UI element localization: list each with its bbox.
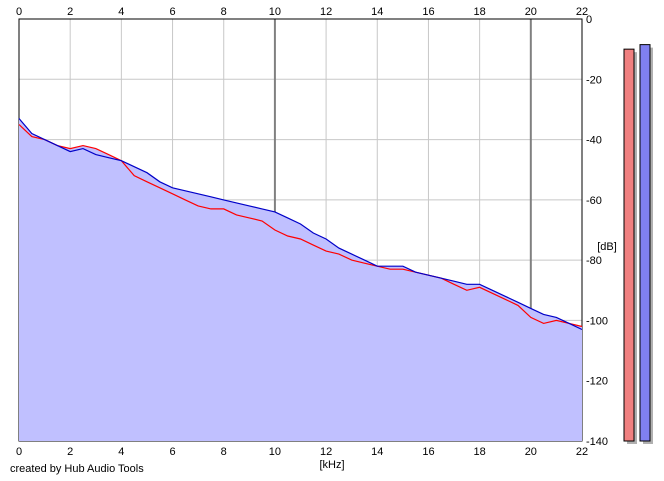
- level-meters: [623, 44, 653, 445]
- spectrum-fill: [19, 118, 582, 441]
- y-axis-label: [dB]: [597, 241, 617, 253]
- x-tick-label-top: 2: [67, 6, 73, 18]
- x-tick-label-top: 10: [269, 6, 281, 18]
- y-tick-label: -20: [586, 74, 602, 86]
- x-axis-label: [kHz]: [319, 459, 344, 471]
- y-tick-label: -80: [586, 255, 602, 267]
- x-tick-label-bottom: 0: [16, 446, 22, 458]
- x-tick-label-top: 4: [118, 6, 124, 18]
- x-tick-label-bottom: 8: [221, 446, 227, 458]
- x-tick-label-bottom: 22: [576, 446, 588, 458]
- x-tick-label-bottom: 12: [320, 446, 332, 458]
- level-meter-right: [639, 44, 651, 442]
- y-tick-label: 0: [586, 14, 592, 26]
- level-meter-left: [623, 48, 635, 442]
- x-tick-label-bottom: 4: [118, 446, 124, 458]
- y-tick-label: -60: [586, 195, 602, 207]
- x-tick-label-top: 22: [576, 6, 588, 18]
- y-tick-label: -120: [586, 376, 608, 388]
- y-tick-label: -100: [586, 315, 608, 327]
- y-tick-label: -140: [586, 436, 608, 448]
- y-tick-label: -40: [586, 135, 602, 147]
- x-tick-label-top: 16: [422, 6, 434, 18]
- x-tick-label-bottom: 2: [67, 446, 73, 458]
- x-tick-label-bottom: 10: [269, 446, 281, 458]
- x-tick-label-top: 6: [169, 6, 175, 18]
- x-tick-label-top: 14: [371, 6, 383, 18]
- x-tick-label-bottom: 18: [474, 446, 486, 458]
- tick-labels: 002244668810101212141416161818202022220-…: [16, 6, 608, 458]
- x-tick-label-top: 8: [221, 6, 227, 18]
- x-tick-label-top: 0: [16, 6, 22, 18]
- x-tick-label-top: 12: [320, 6, 332, 18]
- series-lines: [18, 118, 583, 331]
- x-tick-label-bottom: 16: [422, 446, 434, 458]
- series-line-left: [18, 124, 583, 328]
- x-tick-label-bottom: 14: [371, 446, 383, 458]
- series-line-right: [18, 118, 583, 331]
- spectrum-fill-area: [19, 118, 582, 441]
- x-tick-label-top: 20: [525, 6, 537, 18]
- credit-text: created by Hub Audio Tools: [10, 463, 144, 475]
- x-tick-label-bottom: 6: [169, 446, 175, 458]
- x-tick-label-top: 18: [474, 6, 486, 18]
- x-tick-label-bottom: 20: [525, 446, 537, 458]
